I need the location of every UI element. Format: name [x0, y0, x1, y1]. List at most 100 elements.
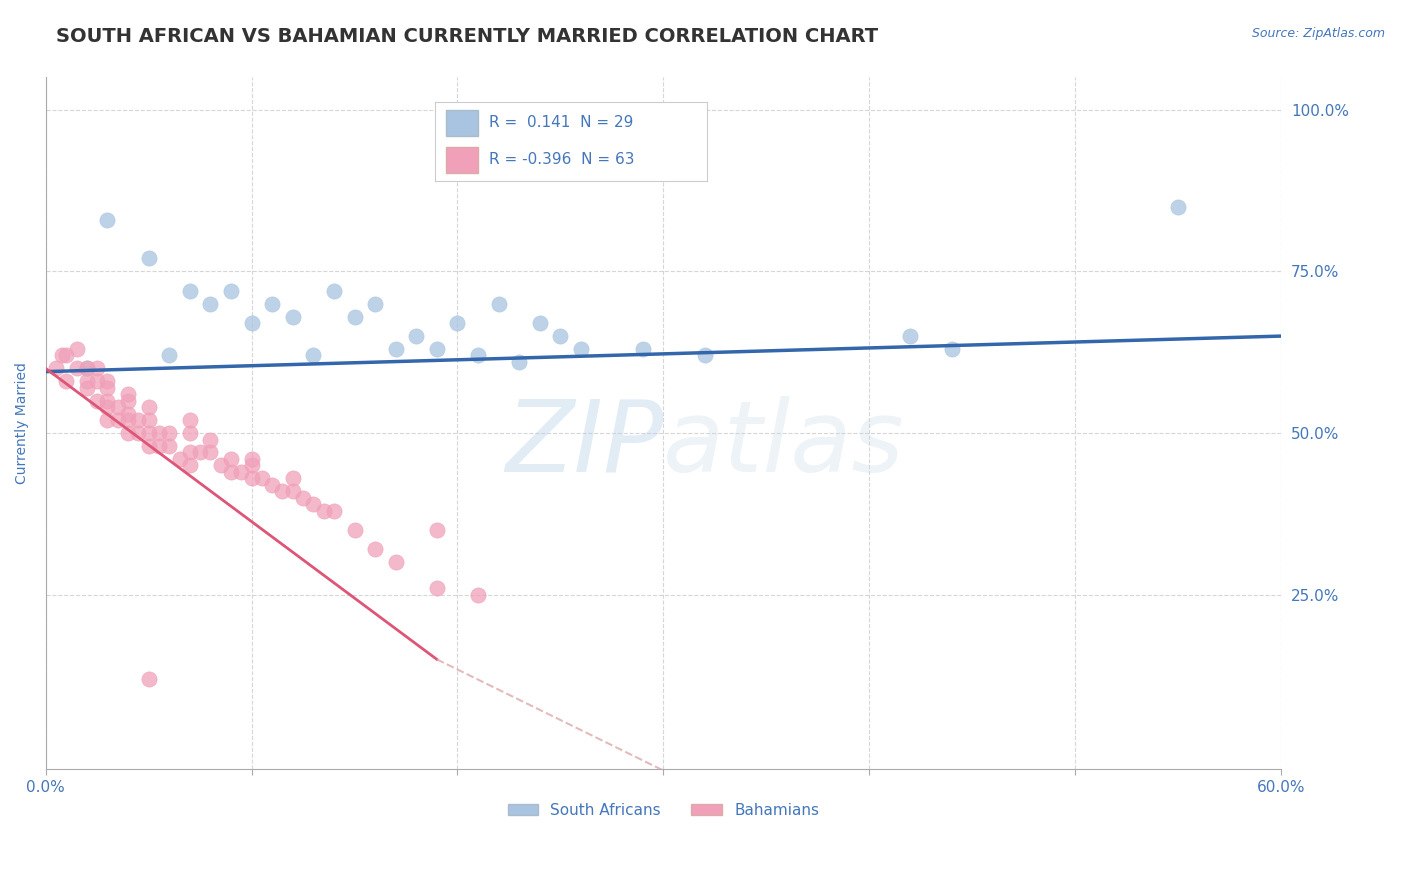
Point — [157, 439, 180, 453]
Point — [281, 484, 304, 499]
Point — [96, 381, 118, 395]
Point — [45, 361, 67, 376]
Point — [529, 316, 551, 330]
Point — [157, 349, 180, 363]
Point — [250, 471, 273, 485]
Text: atlas: atlas — [664, 396, 905, 492]
Point — [138, 672, 160, 686]
Point — [343, 310, 366, 324]
Point — [200, 297, 222, 311]
Point — [148, 426, 170, 441]
Point — [219, 452, 242, 467]
Point — [76, 375, 98, 389]
Point — [900, 329, 922, 343]
Point — [508, 355, 530, 369]
Point — [467, 349, 489, 363]
Point — [127, 413, 149, 427]
Point — [384, 342, 406, 356]
Point — [693, 349, 716, 363]
Point — [426, 581, 449, 595]
Point — [107, 413, 129, 427]
Point — [262, 297, 284, 311]
Point — [117, 387, 139, 401]
Point — [55, 349, 77, 363]
Point — [148, 439, 170, 453]
Point — [219, 284, 242, 298]
Point — [76, 361, 98, 376]
Point — [200, 433, 222, 447]
Point — [209, 458, 232, 473]
Point — [240, 471, 263, 485]
Point — [76, 361, 98, 376]
Point — [231, 465, 253, 479]
Point — [1167, 200, 1189, 214]
Point — [86, 361, 108, 376]
Point — [55, 375, 77, 389]
Point — [281, 310, 304, 324]
Point — [631, 342, 654, 356]
Point — [426, 523, 449, 537]
Point — [405, 329, 427, 343]
Point — [179, 458, 201, 473]
Point — [426, 342, 449, 356]
Point — [107, 401, 129, 415]
Point — [117, 426, 139, 441]
Point — [179, 426, 201, 441]
Point — [86, 393, 108, 408]
Point — [169, 452, 191, 467]
Point — [467, 588, 489, 602]
Point — [96, 212, 118, 227]
Point — [281, 471, 304, 485]
Point — [384, 555, 406, 569]
Point — [138, 252, 160, 266]
Point — [302, 349, 325, 363]
Point — [179, 445, 201, 459]
Point — [96, 413, 118, 427]
Point — [86, 375, 108, 389]
Point — [65, 342, 87, 356]
Point — [117, 393, 139, 408]
Point — [138, 426, 160, 441]
Point — [157, 426, 180, 441]
Point — [200, 445, 222, 459]
Point — [219, 465, 242, 479]
Point — [117, 413, 139, 427]
Point — [96, 401, 118, 415]
Point — [65, 361, 87, 376]
Point — [262, 477, 284, 491]
Legend: South Africans, Bahamians: South Africans, Bahamians — [502, 797, 825, 824]
Point — [179, 284, 201, 298]
Point — [240, 458, 263, 473]
Point — [138, 439, 160, 453]
Point — [488, 297, 510, 311]
Point — [302, 497, 325, 511]
Point — [96, 393, 118, 408]
Text: SOUTH AFRICAN VS BAHAMIAN CURRENTLY MARRIED CORRELATION CHART: SOUTH AFRICAN VS BAHAMIAN CURRENTLY MARR… — [56, 27, 879, 45]
Point — [323, 284, 346, 298]
Point — [117, 407, 139, 421]
Point — [138, 401, 160, 415]
Point — [127, 426, 149, 441]
Point — [364, 297, 387, 311]
Point — [179, 413, 201, 427]
Point — [292, 491, 315, 505]
Text: Source: ZipAtlas.com: Source: ZipAtlas.com — [1251, 27, 1385, 40]
Point — [364, 542, 387, 557]
Text: ZIP: ZIP — [505, 396, 664, 492]
Point — [941, 342, 963, 356]
Point — [446, 316, 468, 330]
Point — [51, 349, 73, 363]
Point — [312, 503, 335, 517]
Point — [188, 445, 211, 459]
Point — [240, 452, 263, 467]
Point — [271, 484, 294, 499]
Y-axis label: Currently Married: Currently Married — [15, 362, 30, 484]
Point — [138, 413, 160, 427]
Point — [550, 329, 572, 343]
Point — [240, 316, 263, 330]
Point — [569, 342, 592, 356]
Point — [96, 375, 118, 389]
Point — [323, 503, 346, 517]
Point — [343, 523, 366, 537]
Point — [76, 381, 98, 395]
